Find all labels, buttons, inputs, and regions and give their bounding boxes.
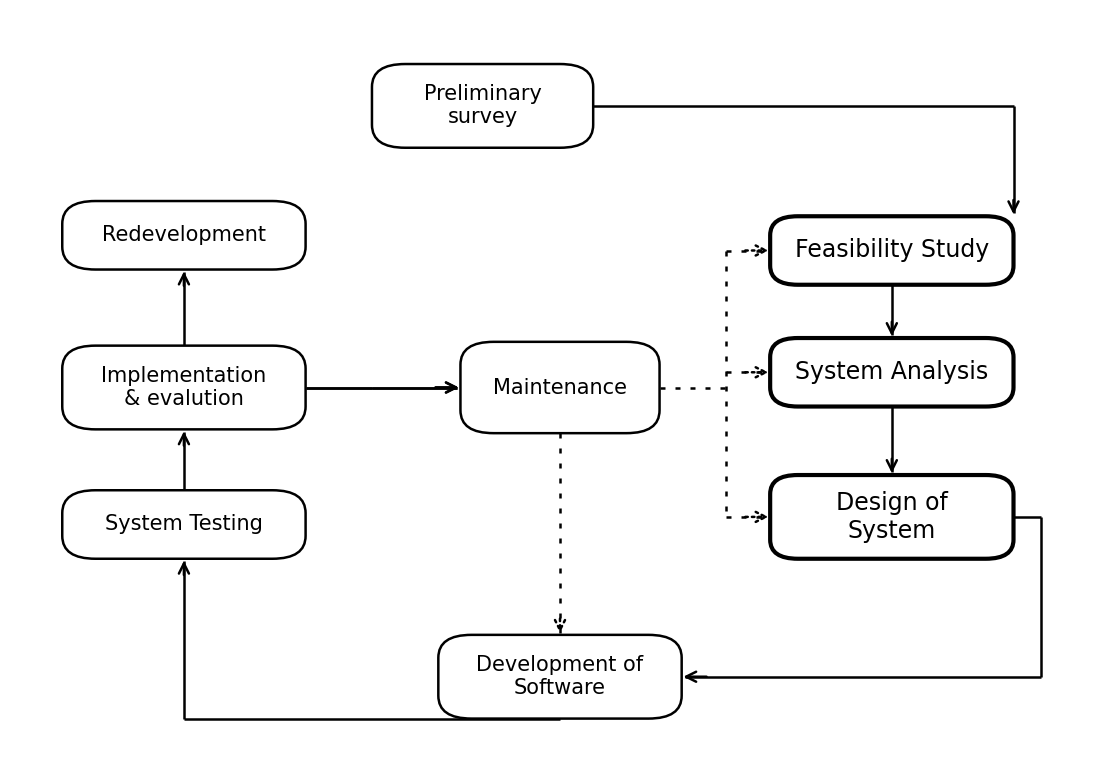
- FancyBboxPatch shape: [771, 216, 1014, 284]
- FancyBboxPatch shape: [372, 64, 594, 148]
- FancyBboxPatch shape: [460, 342, 660, 433]
- FancyBboxPatch shape: [63, 201, 306, 270]
- Text: Preliminary
survey: Preliminary survey: [423, 84, 541, 128]
- FancyBboxPatch shape: [771, 475, 1014, 559]
- FancyBboxPatch shape: [63, 346, 306, 429]
- Text: System Testing: System Testing: [105, 515, 263, 535]
- Text: Redevelopment: Redevelopment: [102, 226, 265, 245]
- Text: Maintenance: Maintenance: [493, 377, 627, 398]
- Text: Design of
System: Design of System: [836, 491, 948, 542]
- Text: System Analysis: System Analysis: [795, 360, 989, 384]
- Text: Feasibility Study: Feasibility Study: [795, 239, 989, 263]
- Text: Development of
Software: Development of Software: [476, 655, 644, 698]
- FancyBboxPatch shape: [63, 491, 306, 559]
- FancyBboxPatch shape: [771, 338, 1014, 407]
- Text: Implementation
& evalution: Implementation & evalution: [101, 366, 267, 409]
- FancyBboxPatch shape: [438, 635, 682, 718]
